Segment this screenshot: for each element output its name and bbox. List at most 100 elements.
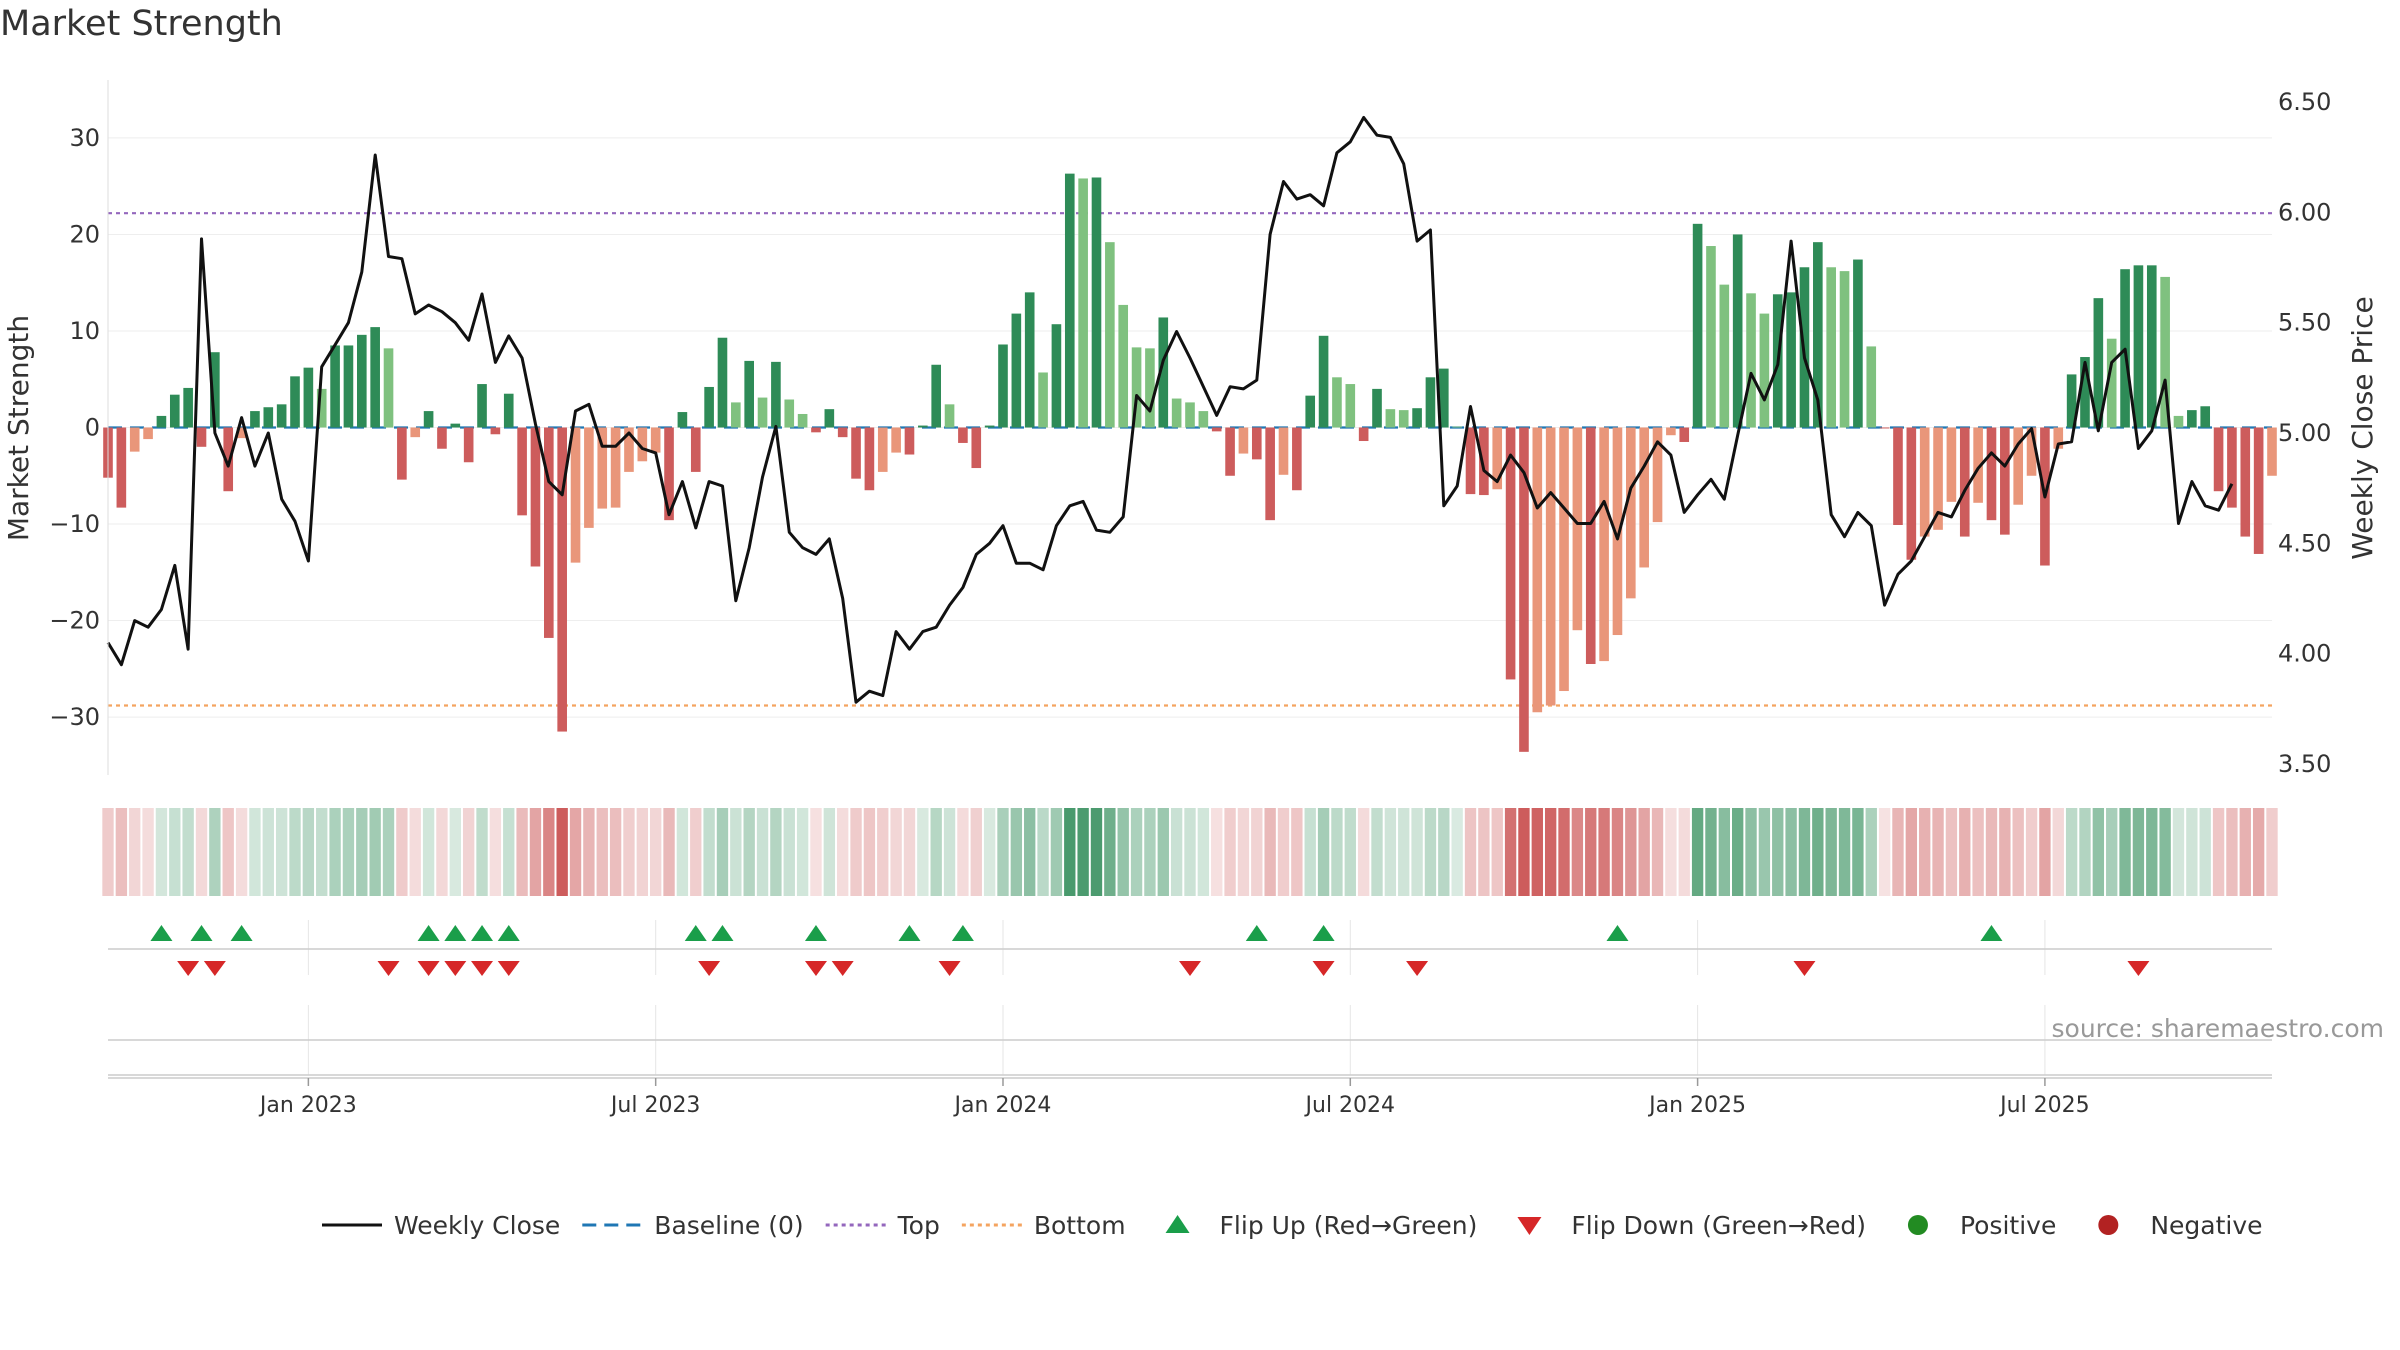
strength-bar <box>343 345 354 428</box>
heat-cell <box>930 808 942 896</box>
heat-cell <box>770 808 782 896</box>
flip-up-marker <box>150 925 173 941</box>
y2-tick-label: 4.50 <box>2278 529 2331 557</box>
strength-bar <box>196 427 207 447</box>
strength-bar <box>1986 427 1997 521</box>
strength-bar <box>156 415 167 428</box>
heat-cell <box>1518 808 1530 896</box>
heat-cell <box>2106 808 2118 896</box>
flip-down-marker <box>1793 961 1816 976</box>
strength-bar <box>918 425 928 428</box>
heat-cell <box>382 808 395 896</box>
flip-down-marker <box>831 961 854 976</box>
heat-cell <box>796 808 809 896</box>
strength-bar <box>1479 427 1489 496</box>
strength-bar <box>597 427 608 509</box>
flip-up-marker <box>711 925 734 941</box>
strength-bar <box>864 427 875 491</box>
heat-cell <box>1117 808 1129 896</box>
heat-cell <box>1064 808 1076 896</box>
strength-bar <box>1278 427 1289 475</box>
strength-bar <box>490 427 501 435</box>
strength-bar <box>1452 426 1462 428</box>
strength-bar <box>223 427 234 492</box>
strength-bar <box>2253 427 2264 554</box>
heat-cell <box>850 808 862 896</box>
legend-item: Weekly Close <box>322 1211 560 1240</box>
heat-cell <box>396 808 408 896</box>
heat-cell <box>1825 808 1837 896</box>
flip-down-marker <box>2127 961 2150 976</box>
heat-cell <box>2025 808 2038 896</box>
heat-cell <box>356 808 368 896</box>
heat-cell <box>1999 808 2011 896</box>
legend-swatch <box>2098 1215 2119 1235</box>
strength-bar <box>356 334 367 428</box>
heat-cell <box>1357 808 1370 896</box>
flip-down-marker <box>698 961 721 976</box>
strength-bar <box>877 427 888 472</box>
strength-bar <box>944 404 955 428</box>
heat-cell <box>543 808 555 896</box>
flip-down-marker <box>804 961 827 976</box>
heat-cell <box>1010 808 1023 896</box>
heat-cell <box>1665 808 1677 896</box>
heat-cell <box>2012 808 2024 896</box>
heat-cell <box>1104 808 1116 896</box>
heat-cell <box>2079 808 2091 896</box>
x-tick-label: Jan 2024 <box>953 1093 1052 1118</box>
strength-bar <box>851 427 861 479</box>
strength-bar <box>1238 427 1249 454</box>
strength-bar <box>1679 427 1690 442</box>
x-tick-label: Jul 2023 <box>609 1093 701 1118</box>
flip-up-marker <box>951 925 974 941</box>
heat-cell <box>1157 808 1169 896</box>
flip-up-marker <box>898 925 921 941</box>
strength-bar <box>2093 298 2104 428</box>
strength-bar <box>1746 293 1756 428</box>
strength-bar <box>1839 271 1850 428</box>
strength-bar <box>1251 427 1262 460</box>
strength-bar <box>1131 347 1142 428</box>
strength-bar <box>1051 324 1062 428</box>
heat-cell <box>716 808 729 896</box>
strength-bar <box>397 427 407 480</box>
heat-cell <box>2132 808 2145 896</box>
flip-down-marker <box>444 961 467 976</box>
strength-bar <box>1318 335 1329 428</box>
heat-cell <box>1478 808 1490 896</box>
strength-bar <box>116 427 127 508</box>
strength-bar <box>1532 427 1543 713</box>
flip-up-marker <box>1980 925 2003 941</box>
heat-cell <box>516 808 528 896</box>
strength-bar <box>891 427 901 453</box>
heat-cell <box>1892 808 1904 896</box>
heat-cell <box>1758 808 1771 896</box>
strength-bar <box>544 427 554 638</box>
flip-down-marker <box>1179 961 1201 976</box>
legend-label: Weekly Close <box>394 1211 560 1240</box>
heat-cell <box>316 808 328 896</box>
strength-bar <box>2080 357 2090 428</box>
heat-cell <box>1585 808 1597 896</box>
heat-cell <box>917 808 929 896</box>
strength-bar <box>784 399 795 428</box>
heat-cell <box>1571 808 1584 896</box>
heat-cell <box>2186 808 2198 896</box>
y2-tick-label: 5.50 <box>2278 309 2331 337</box>
legend-item: Flip Down (Green→Red) <box>1517 1211 1866 1240</box>
y2-axis: 6.50 6.00 5.50 5.00 4.50 4.00 3.50 Weekly Close… <box>2278 88 2379 778</box>
flip-down-marker <box>1312 961 1335 976</box>
heat-cell <box>1865 808 1877 896</box>
flip-up-marker <box>1245 925 1268 941</box>
flip-up-marker <box>444 925 467 941</box>
heat-cell <box>2239 808 2251 896</box>
strength-bar <box>584 427 594 528</box>
strength-bar <box>2227 427 2237 508</box>
heat-cell <box>609 808 622 896</box>
flip-down-marker <box>417 961 440 976</box>
x-axis: Jan 2023 Jul 2023 Jan 2024 Jul 2024 Jan 2025… <box>108 1077 2272 1118</box>
heat-cell <box>1745 808 1757 896</box>
legend-label: Top <box>897 1211 940 1240</box>
heat-cell <box>703 808 715 896</box>
